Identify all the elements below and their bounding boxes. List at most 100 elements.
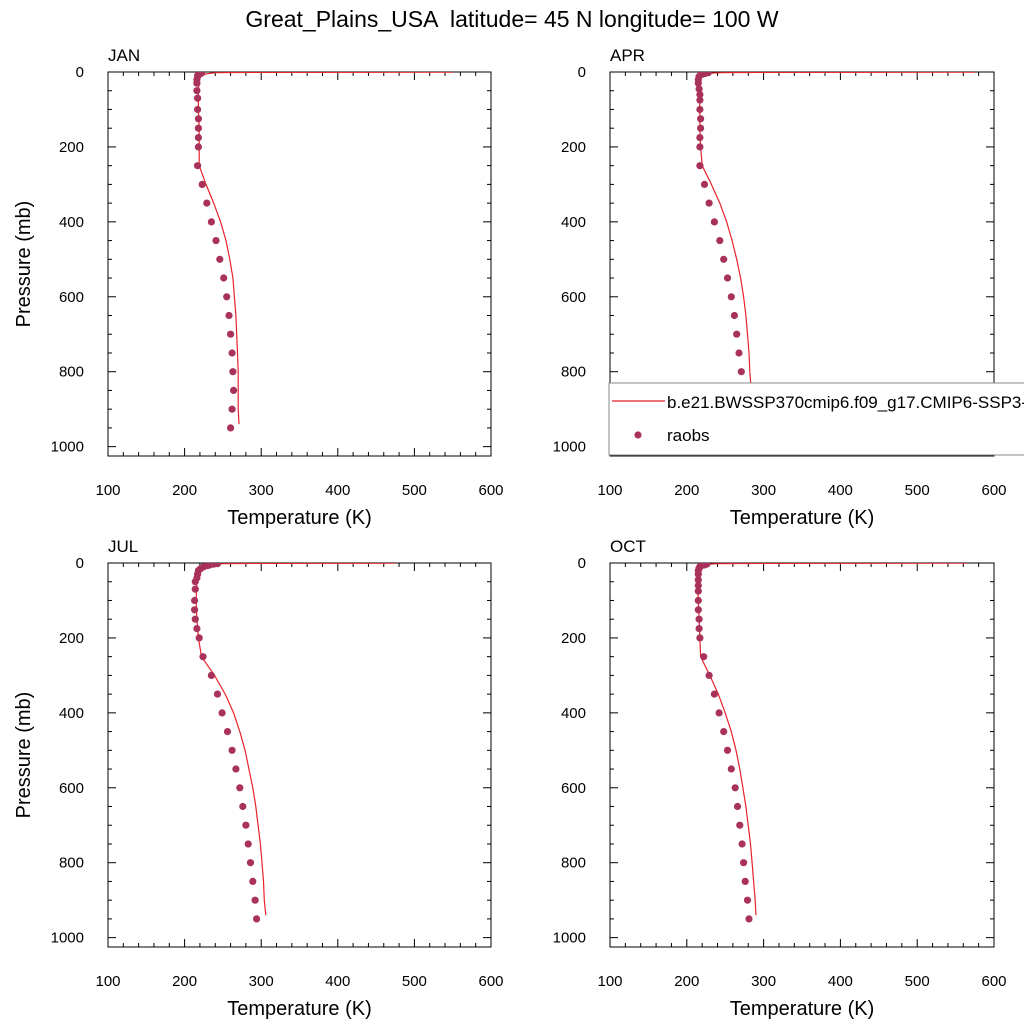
raobs-point — [695, 615, 703, 623]
raobs-point — [244, 840, 252, 848]
raobs-point — [253, 915, 261, 923]
raobs-point — [715, 709, 723, 717]
raobs-point — [218, 709, 226, 717]
raobs-point — [199, 653, 207, 661]
y-tick-label: 400 — [59, 214, 84, 231]
raobs-point — [694, 596, 702, 605]
y-tick-label: 200 — [561, 139, 586, 156]
raobs-point — [727, 765, 735, 773]
legend-model-label: b.e21.BWSSP370cmip6.f09_g17.CMIP6-SSP3-7… — [667, 393, 1024, 412]
raobs-point — [198, 180, 206, 188]
raobs-point — [229, 368, 237, 376]
raobs-point — [239, 802, 247, 811]
x-tick-label: 400 — [828, 973, 853, 990]
raobs-point — [694, 570, 702, 578]
raobs-point — [251, 896, 259, 904]
raobs-point — [695, 85, 703, 93]
raobs-point — [733, 802, 742, 811]
raobs-point — [696, 162, 704, 170]
panel-label: OCT — [610, 537, 646, 556]
plot-frame — [107, 71, 492, 457]
raobs-point — [228, 746, 236, 754]
panel-jan: 100 200 300 400 500 600 0 200 400 600 800 1000 JAN Te… — [13, 46, 504, 529]
y-tick-label: 800 — [561, 364, 586, 381]
y-tick-label: 200 — [59, 630, 84, 647]
x-tick-label: 600 — [478, 482, 503, 499]
raobs-point — [727, 293, 735, 301]
model-profile-line — [195, 563, 396, 916]
x-axis-label: Temperature (K) — [730, 507, 875, 529]
data-layer — [191, 563, 396, 923]
raobs-point — [191, 606, 199, 614]
raobs-point — [191, 596, 199, 605]
raobs-point — [694, 587, 702, 595]
raobs-point — [213, 690, 222, 698]
raobs-point — [730, 311, 739, 320]
y-tick-label: 600 — [59, 289, 84, 306]
raobs-point — [743, 896, 752, 904]
raobs-point — [720, 255, 728, 263]
x-tick-label: 200 — [674, 482, 699, 499]
raobs-point — [249, 877, 257, 886]
y-tick-label: 800 — [59, 364, 84, 381]
x-tick-label: 100 — [597, 482, 622, 499]
raobs-point — [740, 859, 748, 867]
raobs-point — [223, 728, 232, 736]
raobs-point — [194, 94, 202, 102]
raobs-point — [736, 821, 744, 829]
x-tick-label: 400 — [325, 973, 350, 990]
raobs-point — [236, 784, 244, 792]
x-tick-label: 500 — [905, 482, 930, 499]
raobs-point — [695, 625, 703, 633]
legend-obs-label: raobs — [667, 426, 710, 445]
raobs-point — [228, 405, 236, 413]
y-tick-label: 600 — [59, 780, 84, 797]
y-tick-label: 0 — [76, 555, 84, 572]
raobs-point — [194, 124, 202, 132]
raobs-point — [230, 386, 238, 394]
raobs-point — [220, 274, 228, 282]
raobs-point — [745, 915, 753, 923]
x-tick-label: 500 — [402, 973, 427, 990]
legend: b.e21.BWSSP370cmip6.f09_g17.CMIP6-SSP3-7… — [608, 382, 1024, 456]
y-tick-label: 1000 — [51, 439, 84, 456]
y-tick-label: 400 — [561, 214, 586, 231]
data-layer — [193, 72, 453, 432]
figure-title: Great_Plains_USA latitude= 45 N longitud… — [245, 6, 779, 32]
x-axis-label: Temperature (K) — [227, 507, 372, 529]
raobs-point — [193, 625, 201, 633]
x-tick-label: 200 — [172, 973, 197, 990]
y-tick-label: 400 — [561, 705, 586, 722]
y-tick-label: 0 — [578, 64, 586, 81]
raobs-point — [705, 199, 713, 207]
x-tick-label: 500 — [402, 482, 427, 499]
raobs-point — [733, 330, 741, 338]
raobs-point — [207, 218, 215, 226]
raobs-point — [223, 293, 231, 301]
raobs-point — [193, 87, 201, 95]
legend-box — [608, 382, 1024, 456]
raobs-point — [694, 79, 702, 87]
raobs-point — [694, 581, 702, 590]
y-tick-label: 1000 — [553, 930, 586, 947]
raobs-point — [723, 274, 732, 282]
raobs-point — [700, 180, 709, 188]
y-tick-label: 600 — [561, 289, 586, 306]
x-tick-label: 200 — [674, 973, 699, 990]
data-layer — [694, 72, 975, 432]
raobs-point — [710, 690, 719, 698]
x-tick-label: 200 — [172, 482, 197, 499]
x-tick-label: 600 — [478, 973, 503, 990]
raobs-point — [191, 585, 199, 593]
raobs-point — [696, 105, 704, 114]
x-tick-label: 300 — [751, 973, 776, 990]
raobs-point — [195, 634, 203, 642]
y-axis-label: Pressure (mb) — [13, 692, 35, 819]
y-tick-label: 600 — [561, 780, 586, 797]
y-tick-label: 0 — [76, 64, 84, 81]
raobs-point — [227, 424, 235, 432]
y-tick-label: 1000 — [553, 439, 586, 456]
raobs-point — [737, 368, 745, 376]
raobs-point — [710, 218, 719, 226]
plot-frame — [609, 562, 995, 948]
